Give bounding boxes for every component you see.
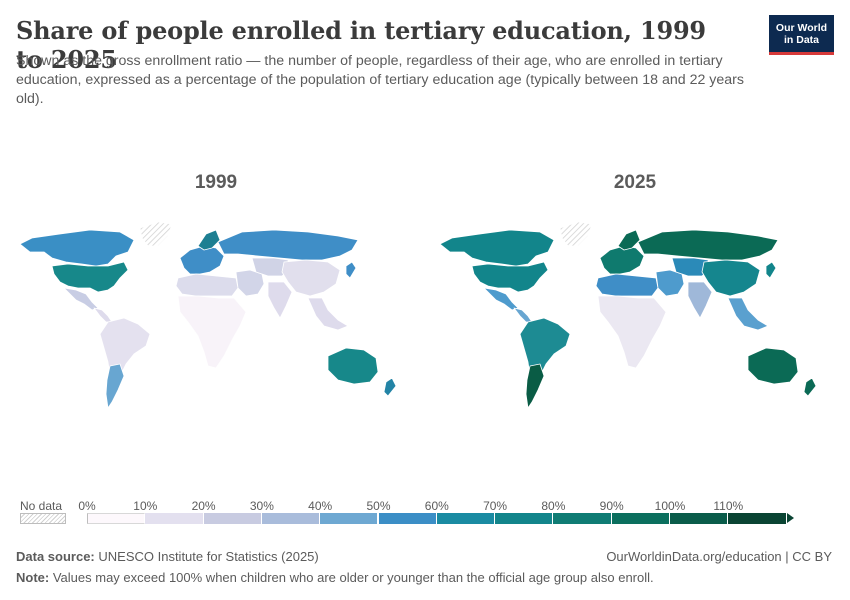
region-australia[interactable]	[747, 347, 799, 385]
chart-subtitle: Shown as the gross enrollment ratio — th…	[16, 53, 744, 107]
owid-logo[interactable]: Our World in Data	[769, 15, 834, 55]
region-greenland[interactable]	[139, 221, 173, 247]
map-year-1999: 1999	[194, 172, 238, 193]
region-usa[interactable]	[51, 261, 129, 293]
region-india[interactable]	[267, 281, 293, 319]
legend-bin-8[interactable]	[553, 513, 612, 524]
region-usa[interactable]	[471, 261, 549, 293]
region-russia[interactable]	[637, 229, 779, 261]
region-japan[interactable]	[345, 261, 357, 279]
legend-bin-6[interactable]	[436, 513, 496, 524]
legend-no-data-swatch	[20, 513, 66, 524]
legend-tick-label: 60%	[424, 499, 449, 513]
legend-bin-3[interactable]	[261, 513, 321, 524]
region-china[interactable]	[281, 259, 341, 297]
region-europe[interactable]	[179, 245, 225, 275]
region-mexico[interactable]	[63, 287, 99, 311]
region-middle-east[interactable]	[655, 269, 685, 297]
legend-bin-9[interactable]	[611, 513, 670, 524]
color-legend: No data 0% 10% 20% 30% 40% 50% 60% 70% 80% 90% 100…	[0, 496, 850, 536]
region-russia[interactable]	[217, 229, 359, 261]
world-map-1999[interactable]	[12, 216, 412, 416]
region-australia[interactable]	[327, 347, 379, 385]
map-year-2025: 2025	[613, 172, 657, 193]
region-north-africa[interactable]	[175, 273, 239, 297]
region-china[interactable]	[701, 259, 761, 297]
region-north-america[interactable]	[439, 229, 555, 267]
region-scandinavia[interactable]	[617, 229, 641, 251]
data-source: Data source: UNESCO Institute for Statis…	[16, 549, 319, 564]
region-india[interactable]	[687, 281, 713, 319]
note-label: Note:	[16, 570, 50, 585]
world-map-2025[interactable]	[432, 216, 832, 416]
legend-bin-0[interactable]	[87, 513, 146, 524]
legend-tick-label: 90%	[599, 499, 624, 513]
legend-tick-label: 70%	[483, 499, 508, 513]
legend-bin-7[interactable]	[495, 513, 554, 524]
region-north-america[interactable]	[19, 229, 135, 267]
region-north-africa[interactable]	[595, 273, 659, 297]
region-southeast-asia[interactable]	[307, 297, 349, 331]
legend-tick-label: 50%	[366, 499, 391, 513]
legend-tick-label: 10%	[133, 499, 158, 513]
region-africa[interactable]	[177, 295, 247, 369]
legend-tick-label: 110%	[713, 499, 744, 513]
region-greenland[interactable]	[559, 221, 593, 247]
logo-line-1: Our World	[775, 21, 828, 34]
legend-tick-label: 100%	[654, 499, 686, 513]
legend-bin-2[interactable]	[203, 513, 262, 524]
region-new-zealand[interactable]	[383, 377, 397, 397]
legend-bin-4[interactable]	[320, 513, 379, 524]
footer-url-link[interactable]: OurWorldinData.org/education | CC BY	[606, 549, 832, 564]
region-central-america[interactable]	[93, 307, 113, 323]
region-new-zealand[interactable]	[803, 377, 817, 397]
chart-title: Share of people enrolled in tertiary edu…	[16, 16, 706, 74]
legend-bin-5[interactable]	[378, 513, 437, 524]
legend-tick-label: 0%	[78, 499, 96, 513]
region-central-america[interactable]	[513, 307, 533, 323]
legend-tick-label: 40%	[308, 499, 333, 513]
region-southeast-asia[interactable]	[727, 297, 769, 331]
region-scandinavia[interactable]	[197, 229, 221, 251]
region-argentina[interactable]	[525, 363, 545, 409]
legend-bin-11[interactable]	[728, 513, 787, 524]
region-europe[interactable]	[599, 245, 645, 275]
data-source-label: Data source:	[16, 549, 95, 564]
logo-line-2: in Data	[783, 33, 819, 46]
legend-tick-label: 20%	[191, 499, 216, 513]
region-argentina[interactable]	[105, 363, 125, 409]
region-middle-east[interactable]	[235, 269, 265, 297]
legend-arrow-icon	[786, 513, 794, 523]
footer-note: Note: Values may exceed 100% when childr…	[16, 570, 654, 585]
region-africa[interactable]	[597, 295, 667, 369]
legend-tick-label: 80%	[541, 499, 566, 513]
note-text: Values may exceed 100% when children who…	[52, 570, 654, 585]
legend-bin-10[interactable]	[670, 513, 729, 524]
legend-no-data-label: No data	[20, 499, 63, 513]
region-japan[interactable]	[765, 261, 777, 279]
data-source-link[interactable]: UNESCO Institute for Statistics (2025)	[98, 549, 319, 564]
legend-tick-label: 30%	[249, 499, 274, 513]
region-mexico[interactable]	[483, 287, 519, 311]
legend-bin-1[interactable]	[145, 513, 204, 524]
